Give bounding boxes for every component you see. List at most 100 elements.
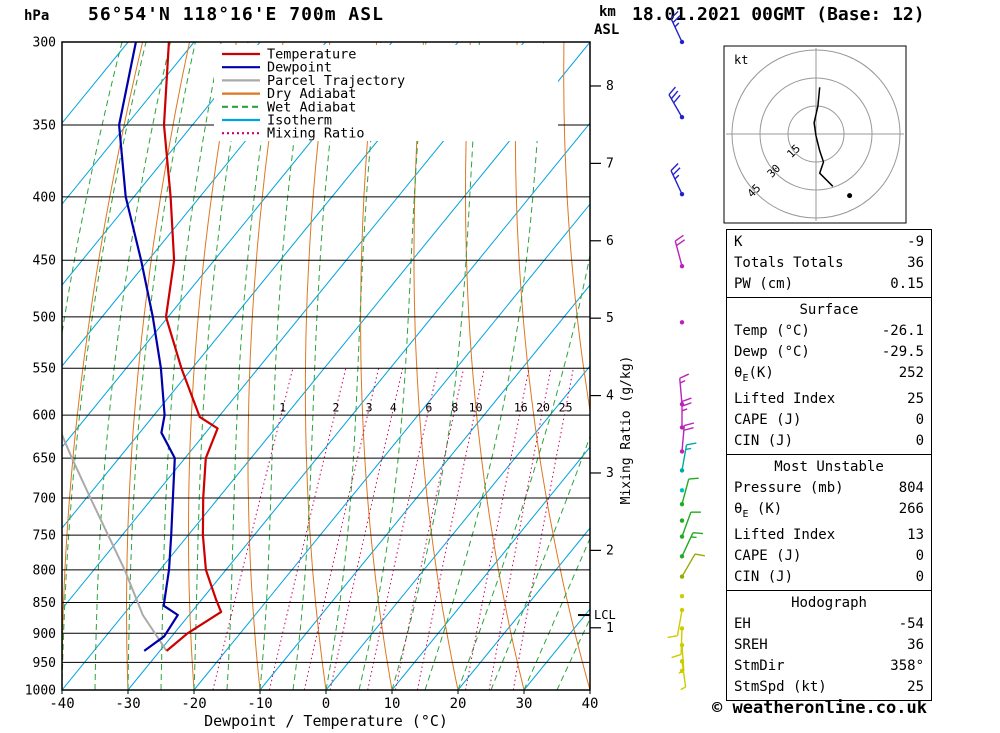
svg-text:900: 900 (33, 627, 56, 642)
stats-value: 25 (907, 390, 924, 407)
svg-text:6: 6 (606, 234, 614, 249)
svg-text:7: 7 (606, 156, 614, 171)
stats-section: Surface Temp (°C) -26.1 Dewp (°C) -29.5 θE(K)… (726, 297, 932, 455)
svg-text:6: 6 (425, 401, 432, 415)
svg-text:5: 5 (606, 311, 614, 326)
svg-text:500: 500 (33, 310, 56, 325)
svg-text:Wet Adiabat: Wet Adiabat (267, 99, 356, 115)
stats-row: Lifted Index 25 (727, 389, 931, 410)
svg-text:2: 2 (333, 401, 340, 415)
svg-text:1: 1 (279, 401, 286, 415)
storm-motion-dot (847, 193, 853, 199)
stats-section-header: Most Unstable (774, 458, 884, 475)
stats-label: PW (cm) (734, 276, 794, 292)
stats-row: K -9 (727, 232, 931, 253)
stats-row: CAPE (J) 0 (727, 546, 931, 567)
stats-row: CAPE (J) 0 (727, 410, 931, 431)
svg-text:4: 4 (390, 401, 397, 415)
svg-text:450: 450 (33, 254, 56, 269)
stats-value: 0.15 (890, 276, 924, 292)
stats-panel: K -9 Totals Totals 36 PW (cm) 0.15 Surface Temp… (726, 229, 932, 701)
temperature-line (162, 42, 223, 652)
svg-text:550: 550 (33, 362, 56, 377)
svg-text:-20: -20 (181, 696, 206, 712)
stats-value: 252 (898, 365, 924, 381)
stats-label: K (734, 234, 743, 250)
svg-text:750: 750 (33, 529, 56, 544)
svg-text:Mixing Ratio: Mixing Ratio (267, 126, 365, 142)
stats-row: Pressure (mb) 804 (727, 478, 931, 499)
stats-row: θE(K) 252 (727, 363, 931, 389)
stats-value: -54 (898, 615, 924, 632)
stats-row: SREH 36 (727, 635, 931, 656)
svg-text:-30: -30 (115, 696, 140, 712)
svg-text:-40: -40 (49, 696, 74, 712)
hodograph-trace (813, 87, 834, 187)
stats-label: θE (K) (734, 500, 783, 520)
stats-label: θE(K) (734, 365, 774, 384)
svg-text:400: 400 (33, 190, 56, 205)
dewpoint-line (117, 42, 179, 652)
svg-text:10: 10 (469, 401, 483, 415)
stats-row: θE (K) 266 (727, 499, 931, 525)
svg-text:16: 16 (514, 401, 528, 415)
hodograph-unit-label: kt (734, 53, 748, 67)
svg-text:350: 350 (33, 118, 56, 133)
svg-text:4: 4 (606, 389, 614, 404)
stats-label: Temp (°C) (734, 323, 810, 339)
svg-text:25: 25 (559, 401, 573, 415)
stats-value: 804 (898, 479, 924, 496)
svg-text:30: 30 (516, 696, 533, 712)
svg-text:Mixing Ratio (g/kg): Mixing Ratio (g/kg) (619, 356, 634, 505)
stats-row: CIN (J) 0 (727, 567, 931, 588)
stats-row: Totals Totals 36 (727, 253, 931, 274)
station-title: 56°54'N 118°16'E 700m ASL (88, 4, 384, 25)
stats-value: 25 (907, 678, 924, 695)
stats-value: -9 (907, 234, 924, 250)
svg-text:Isotherm: Isotherm (267, 113, 332, 129)
stats-value: 36 (907, 636, 924, 653)
stats-label: Pressure (mb) (734, 479, 844, 496)
stats-value: 0 (915, 568, 924, 585)
svg-text:300: 300 (33, 36, 56, 51)
mixing-ratio-labels: 1 2 3 4 6 8 10 16 20 25 (279, 401, 572, 415)
svg-text:20: 20 (536, 401, 550, 415)
stats-row: Temp (°C) -26.1 (727, 321, 931, 342)
svg-text:700: 700 (33, 492, 56, 507)
svg-text:Parcel Trajectory: Parcel Trajectory (267, 73, 405, 89)
datetime-title: 18.01.2021 00GMT (Base: 12) (632, 4, 925, 25)
credit-link[interactable]: © weatheronline.co.uk (712, 698, 927, 718)
stats-section: Most Unstable Pressure (mb) 804 θE (K) 266 Li… (726, 453, 932, 591)
stats-value: -29.5 (881, 344, 924, 360)
svg-text:40: 40 (582, 696, 599, 712)
stats-label: Totals Totals (734, 255, 844, 271)
stats-row: Lifted Index 13 (727, 525, 931, 546)
stats-label: CAPE (J) (734, 411, 802, 428)
stats-label: CIN (J) (734, 568, 794, 585)
stats-section: Hodograph EH -54 SREH 36 StmDir 358° StmSpd (kt… (726, 589, 932, 701)
stats-value: 13 (907, 526, 924, 543)
stats-label: Lifted Index (734, 390, 836, 407)
svg-text:3: 3 (366, 401, 373, 415)
stats-section: K -9 Totals Totals 36 PW (cm) 0.15 (726, 229, 932, 298)
stats-row: StmDir 358° (727, 656, 931, 677)
axis-labels: 3003504004505005506006507007508008509009… (25, 36, 634, 731)
stats-label: CAPE (J) (734, 547, 802, 564)
stats-section-header: Surface (799, 302, 859, 318)
svg-text:650: 650 (33, 452, 56, 467)
svg-text:800: 800 (33, 563, 56, 578)
lcl-label: LCL (594, 608, 616, 622)
svg-text:20: 20 (450, 696, 467, 712)
stats-label: SREH (734, 636, 768, 653)
stats-section-header: Hodograph (791, 594, 867, 611)
svg-text:0: 0 (322, 696, 330, 712)
stats-row: EH -54 (727, 614, 931, 635)
stats-label: EH (734, 615, 751, 632)
svg-text:Dry Adiabat: Dry Adiabat (267, 86, 356, 102)
stats-value: 0 (915, 411, 924, 428)
stats-row: Dewp (°C) -29.5 (727, 342, 931, 363)
stats-value: 0 (915, 547, 924, 564)
